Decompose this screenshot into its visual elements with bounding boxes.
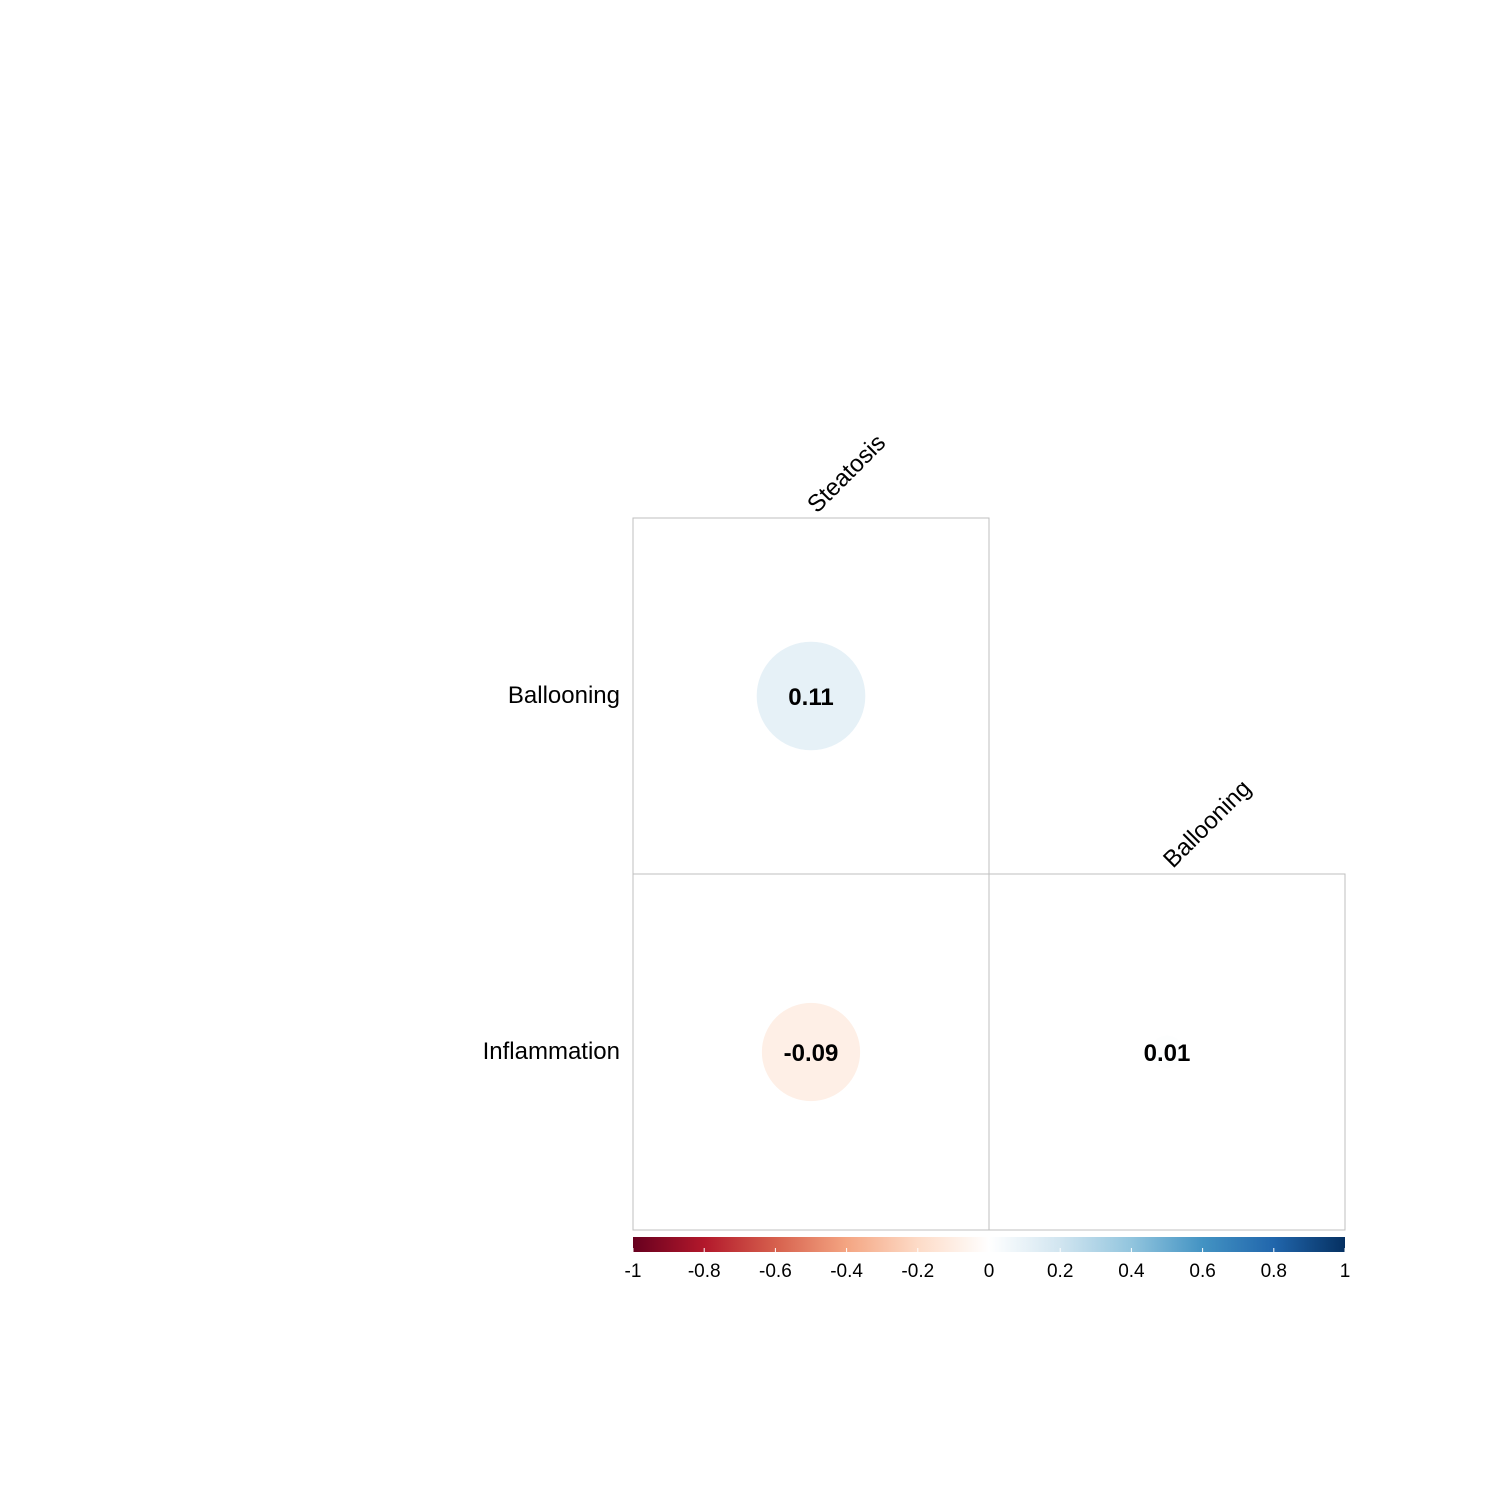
row-label-ballooning: Ballooning xyxy=(508,682,620,709)
col-label-steatosis: Steatosis xyxy=(802,429,891,518)
colorbar-tick-label: -1 xyxy=(625,1261,642,1282)
corr-circle-ballooning-steatosis xyxy=(756,641,866,751)
colorbar-tick-label: 1 xyxy=(1340,1261,1351,1282)
colorbar-tick-label: 0 xyxy=(984,1261,995,1282)
colorbar-tick-label: -0.4 xyxy=(830,1261,863,1282)
value-label-inflammation-ballooning: 0.01 xyxy=(1144,1040,1191,1067)
colorbar xyxy=(633,1237,1345,1252)
colorbar-ticks: -1 -0.8 -0.6 -0.4 -0.2 0 0.2 0.4 0.6 0.8 1 xyxy=(625,1248,1351,1282)
corr-circle-inflammation-steatosis xyxy=(761,1002,861,1102)
colorbar-tick-label: 0.2 xyxy=(1047,1261,1073,1282)
colorbar-tick-label: -0.6 xyxy=(759,1261,792,1282)
col-label-ballooning: Ballooning xyxy=(1158,775,1256,873)
corr-circle-inflammation-ballooning xyxy=(1150,1035,1184,1069)
colorbar-tick-label: -0.8 xyxy=(688,1261,721,1282)
colorbar-tick-label: 0.4 xyxy=(1118,1261,1145,1282)
value-label-ballooning-steatosis: 0.11 xyxy=(788,684,833,711)
value-label-inflammation-steatosis: -0.09 xyxy=(784,1040,839,1067)
colorbar-tick-label: 0.8 xyxy=(1261,1261,1287,1282)
row-label-inflammation: Inflammation xyxy=(483,1038,620,1065)
colorbar-tick-label: -0.2 xyxy=(901,1261,934,1282)
colorbar-tick-label: 0.6 xyxy=(1189,1261,1215,1282)
